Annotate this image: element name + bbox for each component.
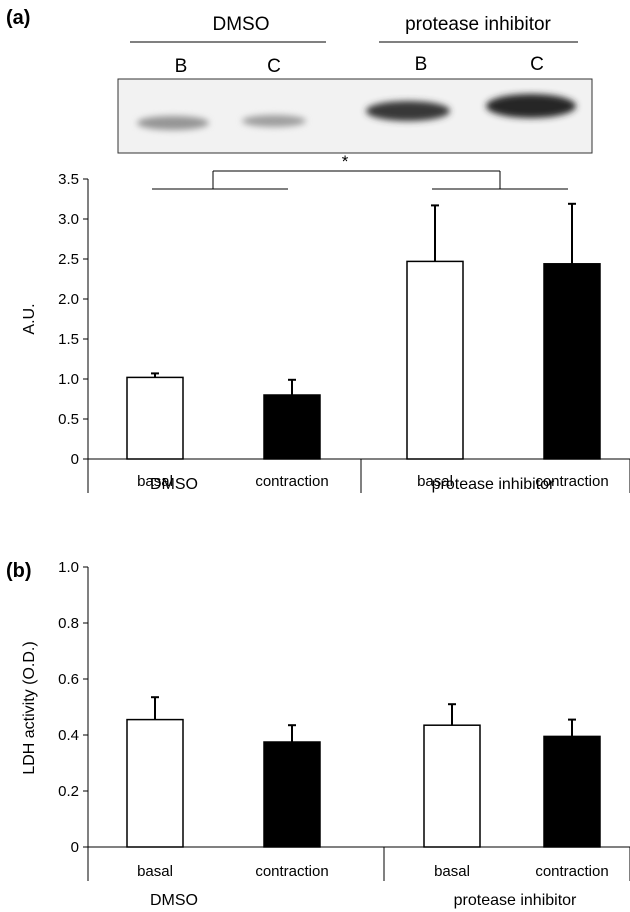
group-label-dmso: DMSO bbox=[150, 892, 198, 909]
y-tick-label: 1.5 bbox=[58, 331, 79, 348]
category-label: basal bbox=[137, 863, 173, 880]
blot-header: DMSO protease inhibitor B C B C bbox=[130, 14, 578, 77]
y-tick-label: 0.4 bbox=[58, 727, 79, 744]
blot-lane-label: C bbox=[267, 56, 281, 77]
y-tick-label: 0.2 bbox=[58, 783, 79, 800]
group-label-dmso: DMSO bbox=[150, 476, 198, 493]
category-label: contraction bbox=[255, 473, 328, 490]
y-tick-label: 2.0 bbox=[58, 291, 79, 308]
y-tick-label: 0.5 bbox=[58, 411, 79, 428]
blot-band bbox=[242, 115, 306, 127]
y-tick-label: 0 bbox=[71, 451, 79, 468]
bar bbox=[126, 718, 184, 848]
chart-a: A.U. DMSO protease inhibitor 0 0.5 1.0 1.5 2… bbox=[21, 171, 630, 493]
chart-b: LDH activity (O.D.) DMSO protease inhibi… bbox=[21, 559, 630, 909]
bar bbox=[543, 735, 601, 848]
blot-group-label-protease-inhibitor: protease inhibitor bbox=[405, 14, 551, 35]
y-tick-label: 1.0 bbox=[58, 559, 79, 576]
category-label: contraction bbox=[535, 863, 608, 880]
group-label-protease-inhibitor: protease inhibitor bbox=[432, 476, 555, 493]
blot-band bbox=[137, 116, 209, 130]
panel-b-label: (b) bbox=[6, 560, 32, 582]
significance-bracket: * bbox=[152, 152, 568, 190]
y-tick-label: 3.5 bbox=[58, 171, 79, 188]
panel-a-label: (a) bbox=[6, 7, 30, 29]
blot-lane-label: B bbox=[415, 54, 428, 75]
y-tick-label: 1.0 bbox=[58, 371, 79, 388]
blot-lane-label: B bbox=[175, 56, 188, 77]
bar bbox=[423, 724, 481, 848]
significance-asterisk: * bbox=[342, 152, 349, 171]
category-label: basal bbox=[434, 863, 470, 880]
y-tick-label: 0 bbox=[71, 839, 79, 856]
blot-bands bbox=[137, 94, 576, 130]
y-axis-title: A.U. bbox=[21, 303, 38, 334]
y-tick-label: 0.8 bbox=[58, 615, 79, 632]
blot-band bbox=[486, 94, 576, 118]
blot-band bbox=[366, 101, 450, 121]
category-label: basal bbox=[137, 473, 173, 490]
category-label: contraction bbox=[255, 863, 328, 880]
bar bbox=[263, 741, 321, 848]
bar bbox=[263, 394, 321, 460]
group-label-protease-inhibitor: protease inhibitor bbox=[454, 892, 577, 909]
bar bbox=[543, 263, 601, 460]
y-tick-label: 0.6 bbox=[58, 671, 79, 688]
bar bbox=[406, 260, 464, 460]
blot-lane-label: C bbox=[530, 54, 544, 75]
y-tick-label: 3.0 bbox=[58, 211, 79, 228]
y-axis-title: LDH activity (O.D.) bbox=[21, 641, 38, 774]
blot-group-label-dmso: DMSO bbox=[213, 14, 270, 35]
western-blot bbox=[117, 78, 593, 154]
category-label: basal bbox=[417, 473, 453, 490]
category-label: contraction bbox=[535, 473, 608, 490]
y-tick-label: 2.5 bbox=[58, 251, 79, 268]
bar bbox=[126, 376, 184, 460]
